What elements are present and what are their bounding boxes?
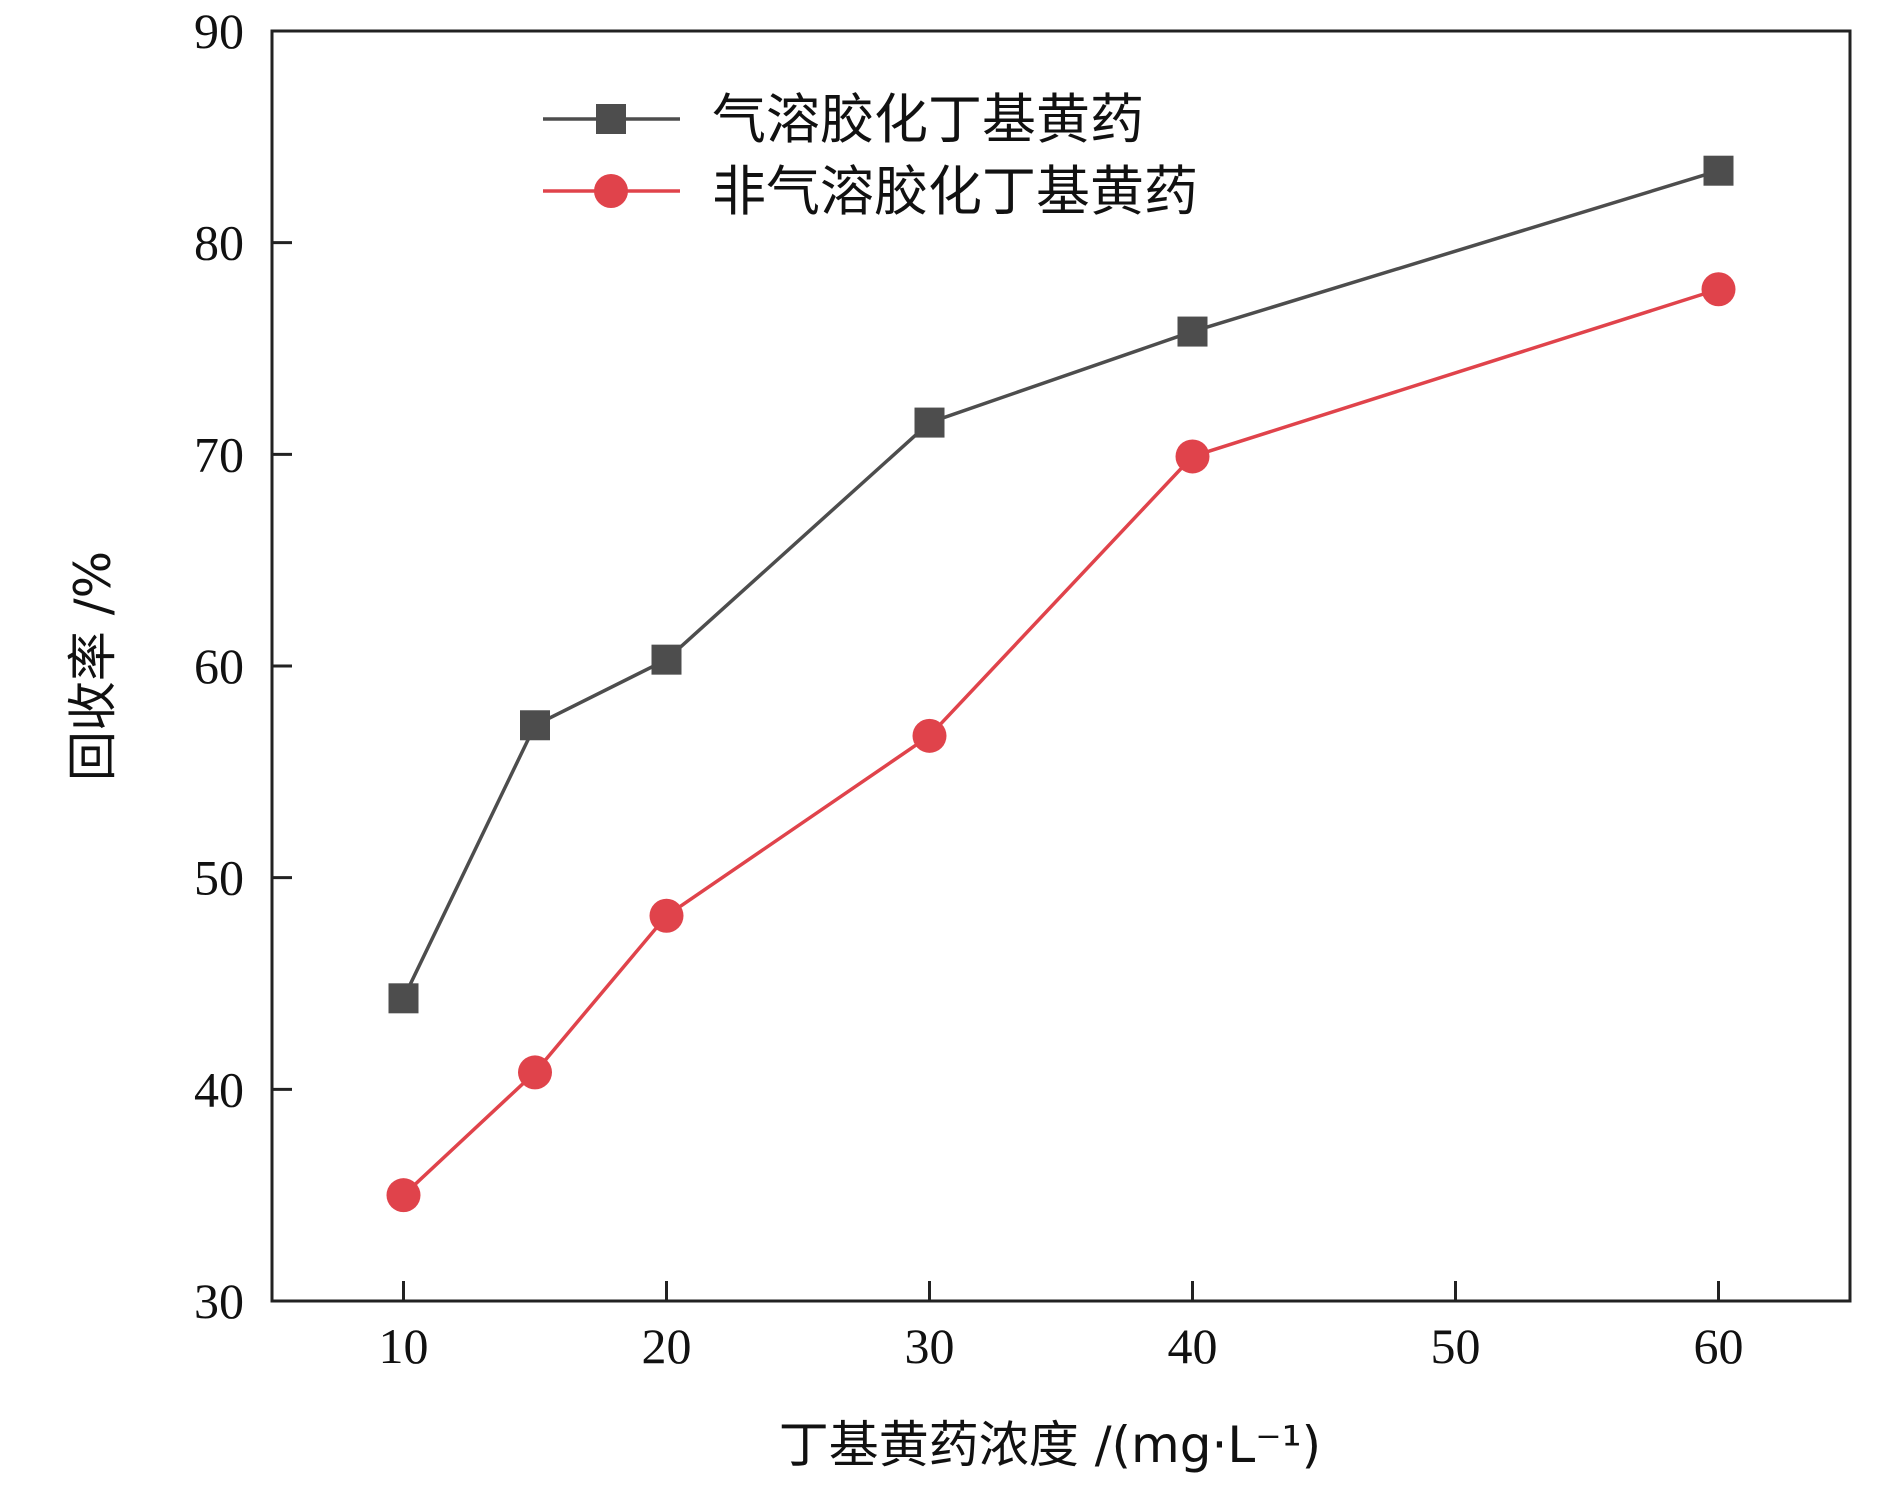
x-tick-label: 40 bbox=[1168, 1318, 1218, 1374]
y-axis-title: 回收率 /% bbox=[64, 551, 122, 781]
series-line bbox=[401, 169, 1720, 1000]
y-tick-label: 80 bbox=[194, 215, 244, 271]
legend-item: 非气溶胶化丁基黄药 bbox=[543, 160, 1198, 223]
data-point bbox=[388, 983, 419, 1014]
data-point bbox=[912, 718, 947, 753]
y-tick-label: 60 bbox=[194, 638, 244, 694]
y-tick-label: 90 bbox=[194, 3, 244, 59]
x-tick-label: 60 bbox=[1694, 1318, 1744, 1374]
data-point bbox=[649, 898, 684, 933]
x-tick-label: 20 bbox=[642, 1318, 692, 1374]
data-point bbox=[651, 644, 682, 675]
legend-marker bbox=[594, 174, 628, 208]
series-layer bbox=[386, 155, 1736, 1213]
x-tick-label: 50 bbox=[1431, 1318, 1481, 1374]
x-axis-ticks: 10 20 30 40 50 60 bbox=[379, 1281, 1744, 1374]
series-1 bbox=[388, 155, 1734, 1014]
data-point bbox=[1177, 316, 1208, 347]
legend-label: 非气溶胶化丁基黄药 bbox=[712, 160, 1198, 223]
y-axis-ticks: 30 40 50 60 70 80 90 bbox=[194, 3, 292, 1329]
y-tick-label: 30 bbox=[194, 1273, 244, 1329]
y-tick-label: 50 bbox=[194, 850, 244, 906]
x-axis-title: 丁基黄药浓度 /(mg·L⁻¹) bbox=[779, 1416, 1321, 1474]
data-point bbox=[914, 407, 945, 438]
legend-item: 气溶胶化丁基黄药 bbox=[543, 88, 1144, 151]
data-point bbox=[1175, 439, 1210, 474]
series-line bbox=[402, 287, 1720, 1197]
legend-marker bbox=[596, 104, 626, 134]
legend-label: 气溶胶化丁基黄药 bbox=[712, 88, 1144, 151]
data-point bbox=[386, 1178, 421, 1213]
data-point bbox=[520, 710, 550, 741]
y-tick-label: 40 bbox=[194, 1061, 244, 1117]
series-2 bbox=[386, 272, 1736, 1213]
data-point bbox=[1701, 272, 1736, 307]
x-tick-label: 30 bbox=[905, 1318, 955, 1374]
data-point bbox=[1703, 155, 1734, 186]
data-point bbox=[518, 1055, 552, 1090]
x-tick-label: 10 bbox=[379, 1318, 429, 1374]
y-tick-label: 70 bbox=[194, 426, 244, 482]
